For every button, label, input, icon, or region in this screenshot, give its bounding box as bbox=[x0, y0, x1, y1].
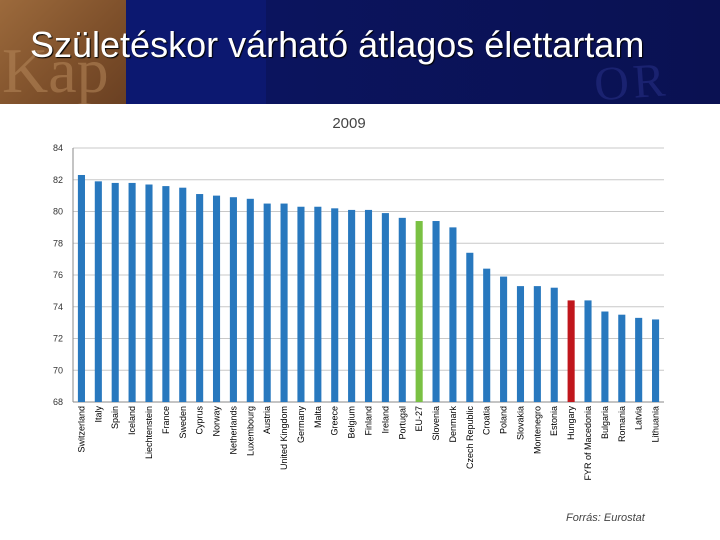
category-label-finland: Finland bbox=[364, 406, 374, 436]
category-label-poland: Poland bbox=[499, 406, 509, 434]
category-label-liechtenstein: Liechtenstein bbox=[144, 406, 154, 459]
bar-netherlands bbox=[229, 197, 237, 402]
category-label-estonia: Estonia bbox=[549, 406, 559, 436]
category-label-montenegro: Montenegro bbox=[532, 406, 542, 454]
bar-poland bbox=[500, 276, 508, 402]
bar-switzerland bbox=[77, 174, 85, 402]
bar-iceland bbox=[128, 182, 136, 402]
category-label-iceland: Iceland bbox=[127, 406, 137, 435]
bar-italy bbox=[94, 181, 102, 402]
y-tick-label-84: 84 bbox=[53, 143, 63, 153]
category-label-switzerland: Switzerland bbox=[76, 406, 86, 453]
category-label-lithuania: Lithuania bbox=[651, 406, 661, 443]
bar-czech-republic bbox=[466, 252, 474, 402]
bar-ireland bbox=[381, 213, 389, 402]
header-band-right: OR OKTATÓ bbox=[266, 0, 720, 104]
category-label-austria: Austria bbox=[262, 406, 272, 434]
bar-liechtenstein bbox=[145, 184, 153, 402]
category-label-croatia: Croatia bbox=[482, 406, 492, 435]
bar-fyr-of-macedonia bbox=[584, 300, 592, 402]
category-label-latvia: Latvia bbox=[634, 406, 644, 430]
category-label-luxembourg: Luxembourg bbox=[245, 406, 255, 456]
header-image-left: Kap bbox=[0, 0, 126, 104]
bar-croatia bbox=[483, 268, 491, 402]
slide-header: Kap OR OKTATÓ Születéskor várható átlago… bbox=[0, 0, 720, 104]
bar-finland bbox=[364, 209, 373, 402]
category-label-eu-27: EU-27 bbox=[414, 406, 424, 432]
slide-title: Születéskor várható átlagos élettartam bbox=[30, 24, 645, 65]
bar-malta bbox=[314, 206, 322, 402]
bar-france bbox=[162, 186, 170, 402]
category-label-netherlands: Netherlands bbox=[228, 406, 238, 455]
bar-norway bbox=[212, 195, 221, 402]
bar-germany bbox=[297, 206, 305, 402]
bar-luxembourg bbox=[246, 198, 254, 402]
category-label-romania: Romania bbox=[617, 406, 627, 442]
bar-greece bbox=[331, 208, 339, 402]
category-label-sweden: Sweden bbox=[178, 406, 188, 439]
y-tick-label-74: 74 bbox=[53, 302, 63, 312]
category-label-italy: Italy bbox=[93, 406, 103, 423]
category-label-bulgaria: Bulgaria bbox=[600, 406, 610, 439]
bar-slovenia bbox=[432, 221, 440, 402]
category-label-portugal: Portugal bbox=[397, 406, 407, 440]
bar-austria bbox=[263, 203, 271, 402]
bar-cyprus bbox=[196, 194, 204, 402]
bar-eu-27 bbox=[415, 221, 423, 402]
y-tick-label-68: 68 bbox=[53, 397, 63, 407]
header-band-middle bbox=[126, 0, 266, 104]
bar-sweden bbox=[179, 187, 187, 402]
bar-lithuania bbox=[652, 319, 660, 402]
category-label-ireland: Ireland bbox=[380, 406, 390, 434]
y-tick-label-72: 72 bbox=[53, 334, 63, 344]
category-label-hungary: Hungary bbox=[566, 406, 576, 441]
header-left-logo-letters: Kap bbox=[2, 35, 109, 104]
bar-denmark bbox=[449, 227, 457, 402]
category-label-spain: Spain bbox=[110, 406, 120, 429]
y-tick-label-78: 78 bbox=[53, 238, 63, 248]
category-label-malta: Malta bbox=[313, 406, 323, 428]
bar-spain bbox=[111, 182, 119, 402]
source-note: Forrás: Eurostat bbox=[566, 512, 645, 524]
category-label-norway: Norway bbox=[212, 406, 222, 437]
category-label-slovakia: Slovakia bbox=[515, 406, 525, 440]
category-label-slovenia: Slovenia bbox=[431, 406, 441, 441]
category-label-united-kingdom: United Kingdom bbox=[279, 406, 289, 470]
category-label-germany: Germany bbox=[296, 406, 306, 444]
y-tick-label-76: 76 bbox=[53, 270, 63, 280]
bar-portugal bbox=[398, 217, 406, 402]
category-label-czech-republic: Czech Republic bbox=[465, 406, 475, 470]
y-tick-label-80: 80 bbox=[53, 207, 63, 217]
bar-hungary bbox=[567, 300, 575, 402]
category-label-cyprus: Cyprus bbox=[195, 406, 205, 435]
bar-montenegro bbox=[533, 286, 541, 402]
category-label-france: France bbox=[161, 406, 171, 434]
chart-title: 2009 bbox=[332, 115, 365, 132]
bar-estonia bbox=[550, 287, 558, 402]
category-label-denmark: Denmark bbox=[448, 406, 458, 443]
bar-romania bbox=[618, 314, 626, 402]
bar-bulgaria bbox=[601, 311, 609, 402]
life-expectancy-chart: 2009 68 70 72 74 76 78 80 82 84 Switzerland Italy Sp… bbox=[53, 115, 664, 481]
bar-latvia bbox=[635, 317, 643, 402]
category-label-greece: Greece bbox=[330, 406, 340, 436]
category-label-belgium: Belgium bbox=[347, 406, 357, 439]
category-label-fyr-of-macedonia: FYR of Macedonia bbox=[583, 406, 593, 481]
bar-united-kingdom bbox=[280, 203, 288, 402]
bar-belgium bbox=[348, 209, 356, 402]
y-tick-label-70: 70 bbox=[53, 365, 63, 375]
bar-slovakia bbox=[516, 286, 525, 402]
y-tick-label-82: 82 bbox=[53, 175, 63, 185]
